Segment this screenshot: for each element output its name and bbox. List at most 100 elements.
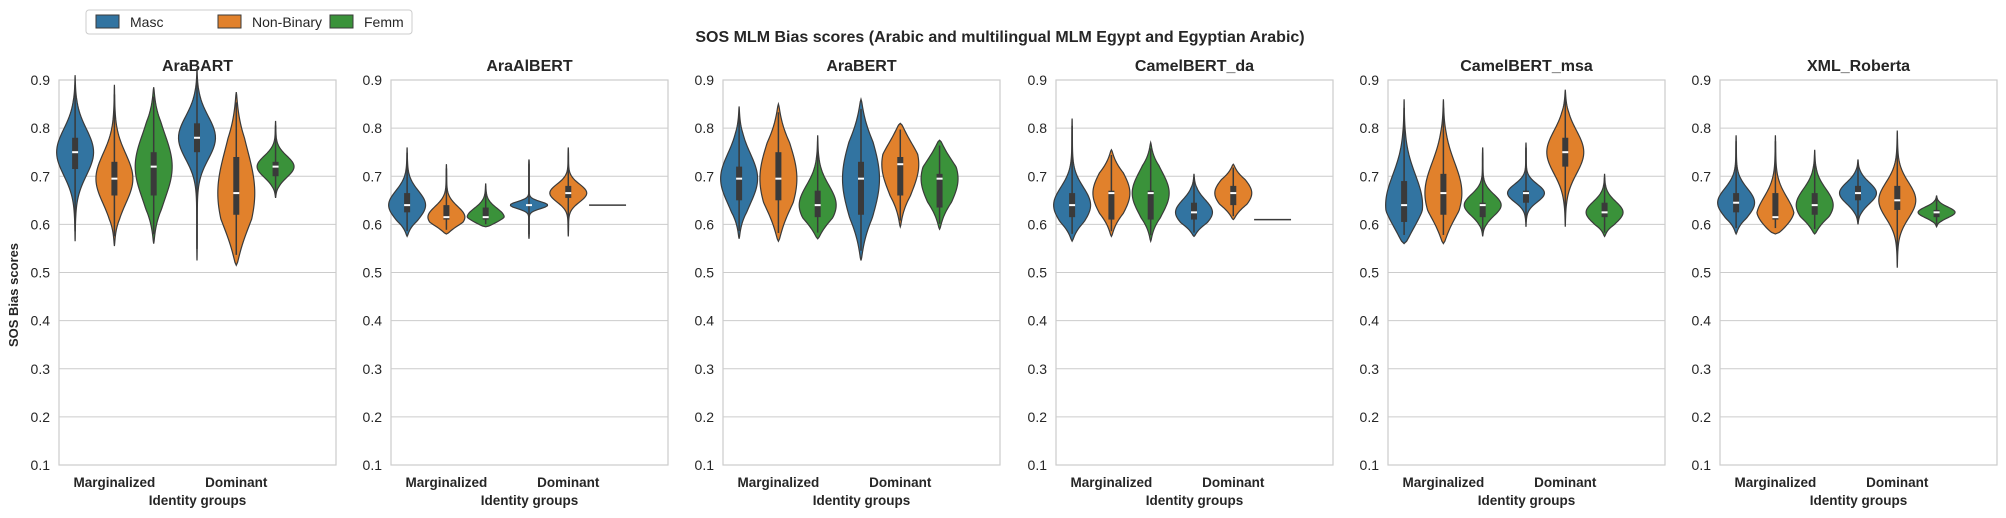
violin-xml_roberta-marginalized-non-binary — [1756, 135, 1795, 235]
y-tick-label: 0.1 — [1360, 457, 1380, 473]
violin-xml_roberta-dominant-femm — [1917, 195, 1956, 229]
violin-iqr-box — [272, 161, 279, 177]
y-tick-label: 0.2 — [1360, 409, 1380, 425]
violin-xml_roberta-marginalized-masc — [1717, 135, 1756, 236]
violin-arabart-marginalized-non-binary — [95, 84, 134, 247]
violin-iqr-box — [565, 185, 572, 198]
violin-iqr-box — [814, 190, 821, 218]
violin-iqr-box — [775, 152, 782, 201]
x-tick-label: Dominant — [205, 475, 268, 490]
y-tick-label: 0.5 — [1692, 265, 1712, 281]
subplot-camelbert_da: 0.1 0.2 0.3 0.4 0.5 0.6 0.7 0.8 0.9 CamelBERT_da M… — [1028, 58, 1334, 508]
y-tick-label: 0.3 — [1692, 361, 1712, 377]
y-tick-label: 0.2 — [1028, 409, 1048, 425]
violin-araalbert-dominant-non-binary — [549, 147, 588, 237]
violin-araalbert-marginalized-non-binary — [427, 164, 466, 235]
x-tick-label: Dominant — [1534, 475, 1597, 490]
figure-title: SOS MLM Bias scores (Arabic and multilin… — [695, 29, 1304, 46]
y-tick-label: 0.8 — [363, 120, 383, 136]
y-tick-label: 0.9 — [1360, 72, 1380, 88]
y-tick-label: 0.6 — [1028, 216, 1048, 232]
violin-iqr-box — [736, 166, 743, 201]
y-tick-label: 0.4 — [695, 313, 715, 329]
violin-arabart-marginalized-masc — [56, 75, 95, 242]
y-tick-label: 0.6 — [1692, 216, 1712, 232]
y-tick-label: 0.5 — [31, 265, 51, 281]
violin-camelbert_msa-dominant-masc — [1506, 142, 1546, 227]
x-axis-label: Identity groups — [1146, 493, 1244, 508]
y-tick-label: 0.4 — [1692, 313, 1712, 329]
plot-frame — [390, 79, 669, 466]
subplot-camelbert_msa: 0.1 0.2 0.3 0.4 0.5 0.6 0.7 0.8 0.9 CamelBERT_msa… — [1360, 58, 1666, 508]
x-tick-label: Dominant — [869, 475, 932, 490]
x-axis-label: Identity groups — [813, 493, 911, 508]
y-tick-label: 0.4 — [1360, 313, 1380, 329]
y-tick-label: 0.3 — [1360, 361, 1380, 377]
legend-label: Non-Binary — [252, 14, 322, 30]
violin-arabert-marginalized-masc — [720, 106, 759, 239]
y-tick-label: 0.6 — [1360, 216, 1380, 232]
violin-araalbert-marginalized-femm — [466, 183, 505, 228]
violin-camelbert_da-dominant-non-binary — [1214, 163, 1253, 221]
y-tick-label: 0.9 — [1692, 72, 1712, 88]
violin-camelbert_msa-dominant-femm — [1585, 173, 1624, 238]
x-tick-label: Marginalized — [1735, 475, 1817, 490]
y-tick-label: 0.8 — [1360, 120, 1380, 136]
y-tick-label: 0.2 — [31, 409, 51, 425]
subplot-title: CamelBERT_da — [1135, 58, 1254, 75]
violin-iqr-box — [1479, 202, 1486, 218]
violin-iqr-box — [443, 205, 450, 220]
y-tick-label: 0.8 — [1692, 120, 1712, 136]
y-tick-label: 0.2 — [363, 409, 383, 425]
y-tick-label: 0.4 — [31, 313, 51, 329]
y-tick-label: 0.3 — [1028, 361, 1048, 377]
subplot-araalbert: 0.1 0.2 0.3 0.4 0.5 0.6 0.7 0.8 0.9 AraAlBERT Marg… — [363, 58, 669, 508]
y-tick-label: 0.8 — [31, 120, 51, 136]
violin-iqr-box — [482, 207, 489, 220]
y-tick-label: 0.2 — [1692, 409, 1712, 425]
legend-entry-femm: Femm — [329, 14, 404, 30]
violin-iqr-box — [857, 161, 864, 215]
violin-arabert-dominant-masc — [841, 97, 881, 261]
legend-swatch — [217, 14, 242, 29]
violin-camelbert_da-dominant-masc — [1174, 173, 1214, 238]
violin-arabart-dominant-masc — [177, 67, 217, 261]
violin-arabert-marginalized-non-binary — [759, 101, 798, 243]
violin-camelbert_msa-marginalized-masc — [1385, 99, 1424, 245]
x-axis-label: Identity groups — [149, 493, 247, 508]
violin-iqr-box — [404, 193, 411, 213]
violin-xml_roberta-dominant-masc — [1838, 159, 1878, 225]
violin-arabert-dominant-femm — [920, 139, 959, 231]
violin-iqr-box — [1147, 190, 1154, 220]
x-tick-label: Marginalized — [738, 475, 820, 490]
y-tick-label: 0.3 — [695, 361, 715, 377]
y-tick-label: 0.9 — [31, 72, 51, 88]
x-tick-label: Dominant — [1866, 475, 1929, 490]
violin-iqr-box — [936, 173, 943, 208]
violin-iqr-box — [1108, 190, 1115, 220]
y-tick-label: 0.7 — [1692, 168, 1712, 184]
y-tick-label: 0.1 — [1028, 457, 1048, 473]
y-tick-label: 0.5 — [695, 265, 715, 281]
legend-swatch — [95, 14, 120, 29]
x-tick-label: Dominant — [537, 475, 600, 490]
violin-arabart-dominant-non-binary — [217, 91, 256, 267]
violin-arabart-dominant-femm — [256, 120, 295, 199]
subplot-title: AraBART — [162, 58, 233, 75]
y-tick-label: 0.8 — [695, 120, 715, 136]
violin-arabert-marginalized-femm — [798, 135, 837, 240]
y-tick-label: 0.6 — [31, 216, 51, 232]
y-tick-label: 0.9 — [695, 72, 715, 88]
y-tick-label: 0.7 — [1360, 168, 1380, 184]
violin-camelbert_msa-marginalized-femm — [1463, 147, 1502, 237]
violin-iqr-box — [1772, 193, 1779, 220]
y-tick-label: 0.7 — [363, 168, 383, 184]
y-tick-label: 0.2 — [695, 409, 715, 425]
subplot-arabert: 0.1 0.2 0.3 0.4 0.5 0.6 0.7 0.8 0.9 AraBERT Margin… — [695, 58, 1001, 508]
y-tick-label: 0.6 — [363, 216, 383, 232]
plot-frame — [1719, 79, 1998, 466]
x-tick-label: Dominant — [1202, 475, 1265, 490]
subplot-arabart: 0.1 0.2 0.3 0.4 0.5 0.6 0.7 0.8 0.9 AraBART Margin… — [31, 58, 337, 508]
violin-xml_roberta-marginalized-femm — [1795, 149, 1834, 235]
